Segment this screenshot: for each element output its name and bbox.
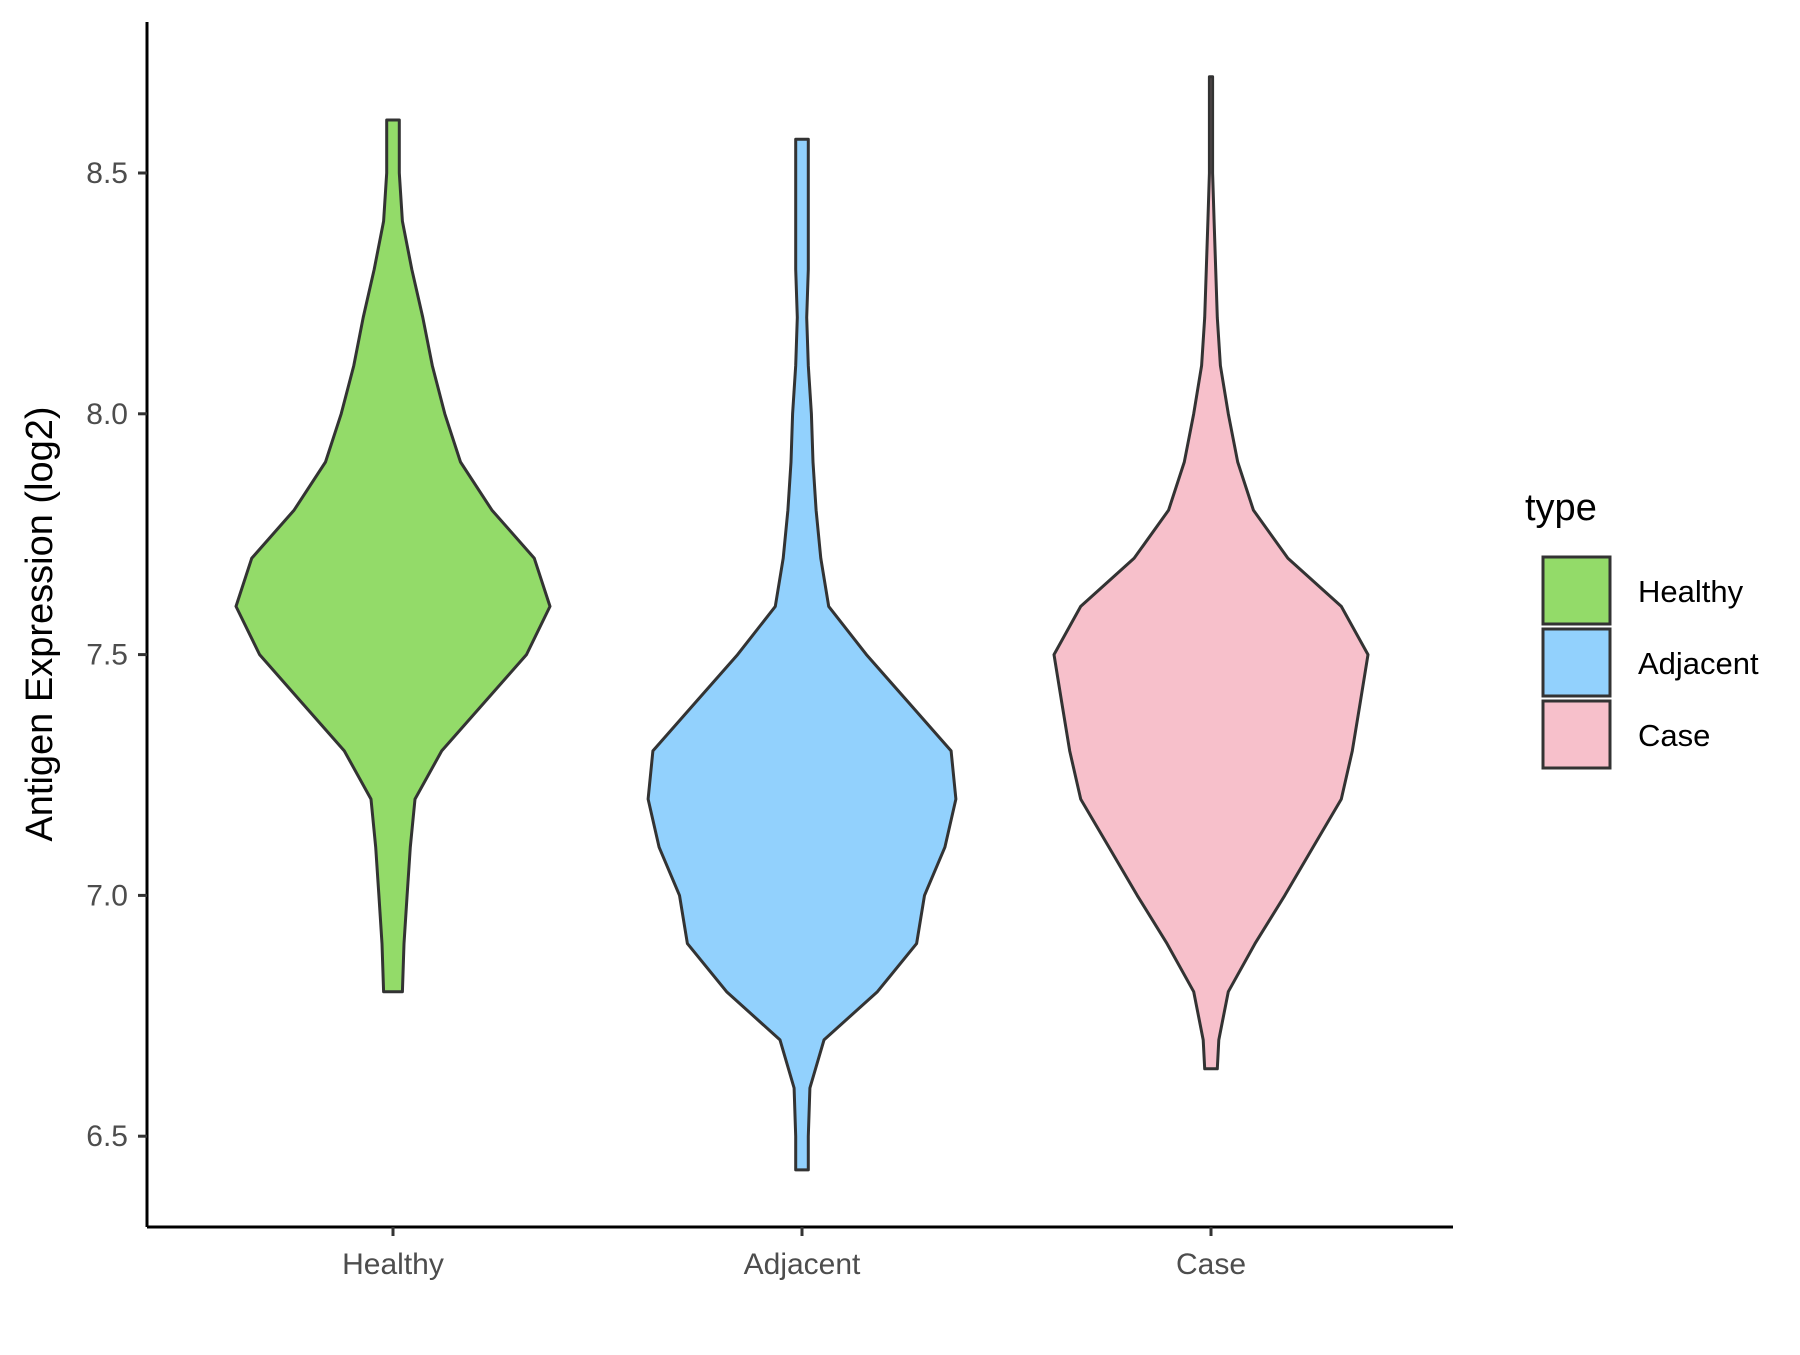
legend: type Healthy Adjacent Case bbox=[1525, 487, 1759, 770]
violin-healthy bbox=[234, 118, 552, 994]
violins-group bbox=[234, 75, 1370, 1172]
legend-label-healthy: Healthy bbox=[1638, 574, 1744, 609]
x-tick-label: Healthy bbox=[342, 1248, 444, 1281]
legend-label-adjacent: Adjacent bbox=[1638, 646, 1759, 681]
violin-case bbox=[1052, 75, 1370, 1071]
legend-title: type bbox=[1525, 487, 1597, 529]
y-ticks-group: 6.5 7.0 7.5 8.0 8.5 bbox=[86, 157, 147, 1153]
y-tick-label: 8.5 bbox=[86, 157, 128, 190]
x-tick-label: Adjacent bbox=[744, 1248, 861, 1281]
violin-adjacent bbox=[646, 137, 958, 1172]
x-tick-label: Case bbox=[1176, 1248, 1246, 1281]
y-tick-label: 7.5 bbox=[86, 639, 128, 672]
y-tick-label: 8.0 bbox=[86, 398, 128, 431]
legend-swatch-case bbox=[1541, 699, 1612, 770]
legend-swatch-adjacent bbox=[1541, 627, 1612, 698]
legend-swatch-healthy bbox=[1541, 555, 1612, 626]
y-tick-label: 7.0 bbox=[86, 879, 128, 912]
legend-label-case: Case bbox=[1638, 718, 1710, 753]
y-axis-title: Antigen Expression (log2) bbox=[19, 406, 61, 841]
y-tick-label: 6.5 bbox=[86, 1120, 128, 1153]
x-ticks-group: Healthy Adjacent Case bbox=[342, 1227, 1246, 1281]
